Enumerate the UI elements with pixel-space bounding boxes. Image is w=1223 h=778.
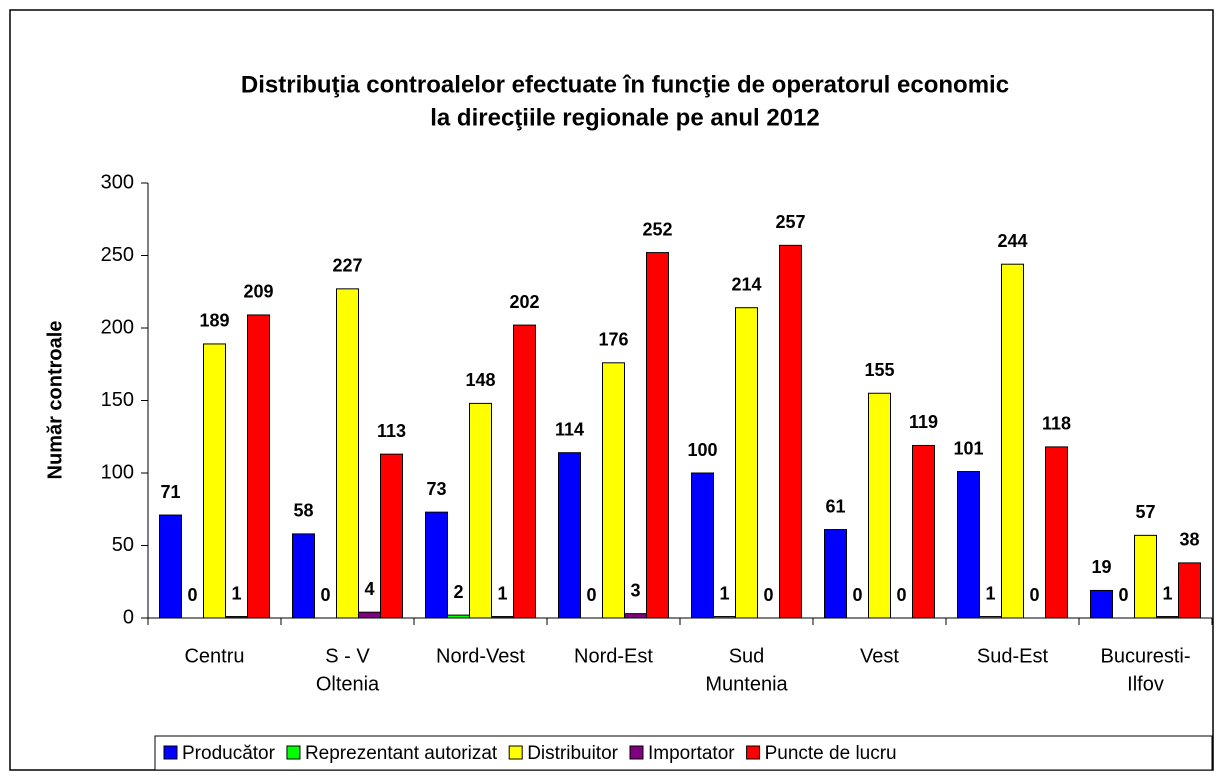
legend-label: Puncte de lucru [765,743,897,764]
bar [203,343,226,619]
legend-box [154,735,1213,771]
data-label: 209 [243,282,273,302]
bar [868,392,891,619]
bar [513,324,536,619]
data-label: 1 [497,583,507,603]
legend-swatch [163,745,178,760]
data-label: 214 [731,274,761,294]
data-label: 252 [642,219,672,239]
x-tick-label: Vest [860,645,899,667]
y-tick-label: 150 [101,389,134,411]
y-tick-label: 200 [101,316,134,338]
x-tick-label: Sud-Est [977,645,1049,667]
x-tick-label: Nord-Est [574,645,653,667]
y-tick-label: 250 [101,244,134,266]
x-tick-label: Centru [184,645,244,667]
data-label: 119 [909,412,938,432]
data-label: 0 [852,585,862,605]
y-tick-label: 300 [101,171,134,193]
bar [1178,562,1201,619]
bar [159,514,182,619]
data-label: 57 [1135,502,1155,522]
legend-label: Importator [648,743,735,764]
data-label: 4 [364,579,374,599]
legend-label: Distribuitor [527,743,618,764]
data-label: 118 [1042,414,1071,434]
data-label: 0 [1029,585,1039,605]
data-label: 1 [1162,583,1172,603]
y-tick-label: 100 [101,461,134,483]
data-label: 176 [598,330,628,350]
data-label: 155 [864,360,894,380]
bar [247,314,270,619]
x-tick-label: Ilfov [1127,673,1164,695]
data-label: 114 [555,419,584,439]
legend-label: Producător [182,743,276,764]
bar [1045,446,1068,619]
data-label: 0 [1118,585,1128,605]
data-label: 3 [630,580,640,600]
data-label: 113 [377,421,406,441]
bar [691,472,714,619]
bar [425,511,448,619]
data-label: 244 [997,231,1027,251]
bar [957,471,980,619]
data-label: 1 [719,583,729,603]
bar [1090,589,1113,619]
bar [824,529,847,619]
data-label: 2 [453,582,463,602]
data-label: 0 [187,585,197,605]
legend-swatch [629,745,644,760]
x-tick-label: Muntenia [705,673,788,695]
data-label: 1 [985,583,995,603]
x-tick-label: S - V [325,645,370,667]
bar [292,533,315,619]
data-label: 71 [160,482,180,502]
data-label: 73 [426,479,446,499]
bar [1001,263,1024,619]
data-label: 1 [231,583,241,603]
legend-swatch [508,745,523,760]
bar [779,244,802,619]
bar [358,611,381,619]
bar [469,402,492,619]
bar [624,613,647,619]
data-label: 0 [586,585,596,605]
bar [735,307,758,619]
chart-title: la direcţiile regionale pe anul 2012 [430,104,820,131]
x-tick-label: Oltenia [316,673,380,695]
bar [602,362,625,619]
x-tick-label: Nord-Vest [436,645,525,667]
chart-title: Distribuţia controalelor efectuate în fu… [241,71,1009,98]
y-axis-label: Număr controale [44,321,66,480]
y-tick-label: 0 [123,606,134,628]
data-label: 189 [199,311,229,331]
y-tick-label: 50 [112,534,134,556]
data-label: 100 [687,440,717,460]
x-tick-label: Sud [729,645,765,667]
data-label: 202 [509,292,539,312]
data-label: 58 [293,501,313,521]
bar [646,252,669,619]
data-label: 148 [465,370,495,390]
bar [558,452,581,619]
legend-swatch [286,745,301,760]
data-label: 38 [1179,530,1199,550]
bar [1134,534,1157,619]
bar [336,288,359,619]
data-label: 257 [775,212,805,232]
data-label: 101 [953,438,983,458]
data-label: 19 [1091,557,1111,577]
legend-label: Reprezentant autorizat [305,743,498,764]
bar [912,444,935,619]
bar [380,453,403,619]
legend-swatch [746,745,761,760]
data-label: 0 [320,585,330,605]
data-label: 227 [332,256,362,276]
data-label: 61 [825,496,845,516]
x-tick-label: Bucuresti- [1100,645,1190,667]
data-label: 0 [763,585,773,605]
data-label: 0 [896,585,906,605]
